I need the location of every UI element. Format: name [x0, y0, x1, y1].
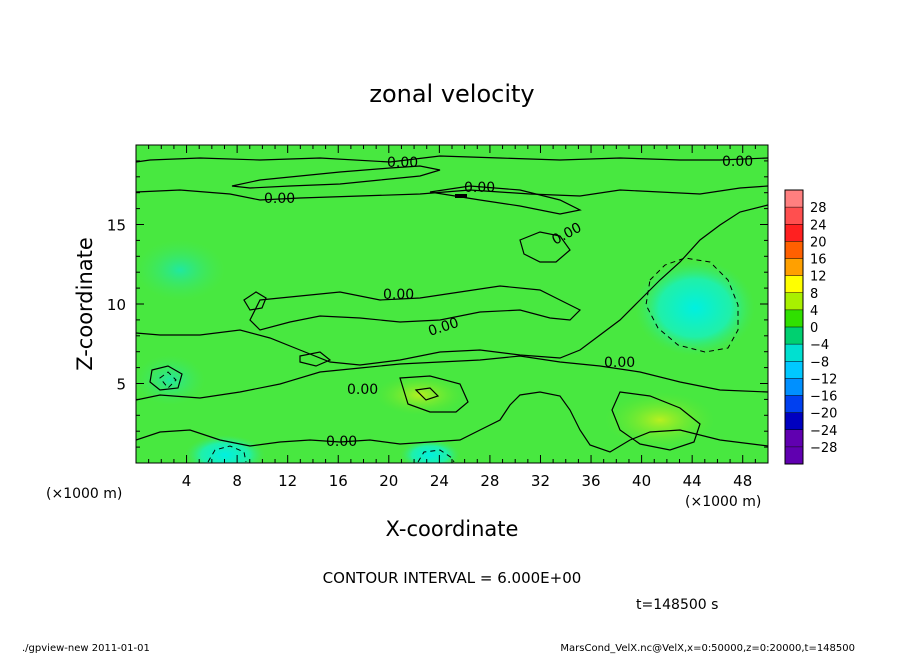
x-tick-label: 36 — [581, 472, 600, 490]
colorbar-swatch — [785, 378, 803, 396]
colorbar-swatch — [785, 395, 803, 413]
chart-title: zonal velocity — [369, 80, 534, 108]
colorbar-swatch — [785, 344, 803, 362]
x-tick-label: 16 — [329, 472, 348, 490]
colorbar-label: −8 — [810, 355, 829, 370]
colorbar-swatch — [785, 412, 803, 430]
contour-label: 0.00 — [347, 382, 378, 398]
x-tick-label: 28 — [480, 472, 499, 490]
x-tick-label: 48 — [733, 472, 752, 490]
colorbar-swatch — [785, 292, 803, 310]
colorbar — [784, 189, 804, 465]
y-tick-label: 15 — [107, 217, 126, 235]
colorbar-swatch — [785, 327, 803, 345]
colorbar-label: −4 — [810, 338, 829, 353]
colorbar-label: 4 — [810, 304, 818, 319]
x-unit-label-left: (×1000 m) — [46, 486, 122, 502]
y-tick-label: 10 — [107, 296, 126, 314]
colorbar-swatch — [785, 207, 803, 225]
colorbar-swatch — [785, 241, 803, 259]
time-stamp: t=148500 s — [636, 597, 718, 613]
colorbar-swatch — [785, 190, 803, 208]
colorbar-label: −24 — [810, 424, 837, 439]
x-tick-labels: 4 8 12 16 20 24 28 32 36 40 44 48 — [182, 472, 752, 490]
colorbar-label: 16 — [810, 253, 827, 268]
x-axis-label: X-coordinate — [386, 517, 519, 541]
x-tick-label: 12 — [278, 472, 297, 490]
colorbar-label: −20 — [810, 407, 837, 422]
tick-marks — [136, 145, 768, 463]
colorbar-label: 24 — [810, 218, 827, 233]
colorbar-swatch — [785, 224, 803, 242]
x-tick-label: 32 — [531, 472, 550, 490]
contour-interval-text: CONTOUR INTERVAL = 6.000E+00 — [323, 569, 582, 587]
contour-lines — [136, 155, 768, 453]
colorbar-label: 0 — [810, 321, 818, 336]
colorbar-label: 20 — [810, 235, 827, 250]
y-axis-label: Z-coordinate — [73, 237, 97, 371]
contour-label: 0.00 — [464, 180, 495, 196]
x-tick-label: 40 — [632, 472, 651, 490]
colorbar-label: 8 — [810, 287, 818, 302]
contour-label: 0.00 — [383, 287, 414, 303]
contour-label: 0.00 — [604, 355, 635, 371]
contour-label: 0.00 — [722, 154, 753, 170]
x-unit-label-right: (×1000 m) — [685, 494, 761, 510]
x-tick-label: 20 — [379, 472, 398, 490]
colorbar-swatch — [785, 446, 803, 464]
x-tick-label: 24 — [430, 472, 449, 490]
colorbar-label: −16 — [810, 390, 837, 405]
colorbar-swatch — [785, 309, 803, 327]
contour-label: 0.00 — [387, 155, 418, 171]
plot-area: 0.00 0.00 0.00 0.00 0.00 0.00 0.00 0.00 … — [135, 144, 769, 464]
colorbar-swatch — [785, 258, 803, 276]
contour-label-group: 0.00 0.00 0.00 0.00 0.00 0.00 0.00 0.00 … — [264, 154, 753, 450]
colorbar-swatch — [785, 429, 803, 447]
negative-contours — [159, 257, 739, 463]
colorbar-swatch — [785, 361, 803, 379]
colorbar-swatch — [785, 275, 803, 293]
x-tick-label: 44 — [683, 472, 702, 490]
footer-left: ./gpview-new 2011-01-01 — [22, 643, 150, 654]
colorbar-labels: 28 24 20 16 12 8 4 0 −4 −8 −12 −16 −20 −24 −28 — [810, 201, 837, 456]
contour-label: 0.00 — [264, 191, 295, 207]
x-tick-label: 4 — [182, 472, 192, 490]
y-tick-labels: 5 10 15 — [107, 217, 126, 394]
x-tick-label: 8 — [232, 472, 242, 490]
contour-label: 0.00 — [326, 434, 357, 450]
y-tick-label: 5 — [116, 376, 126, 394]
colorbar-label: 28 — [810, 201, 827, 216]
colorbar-label: −28 — [810, 441, 837, 456]
colorbar-label: −12 — [810, 372, 837, 387]
footer-right: MarsCond_VelX.nc@VelX,x=0:50000,z=0:2000… — [560, 643, 855, 654]
colorbar-label: 12 — [810, 270, 827, 285]
